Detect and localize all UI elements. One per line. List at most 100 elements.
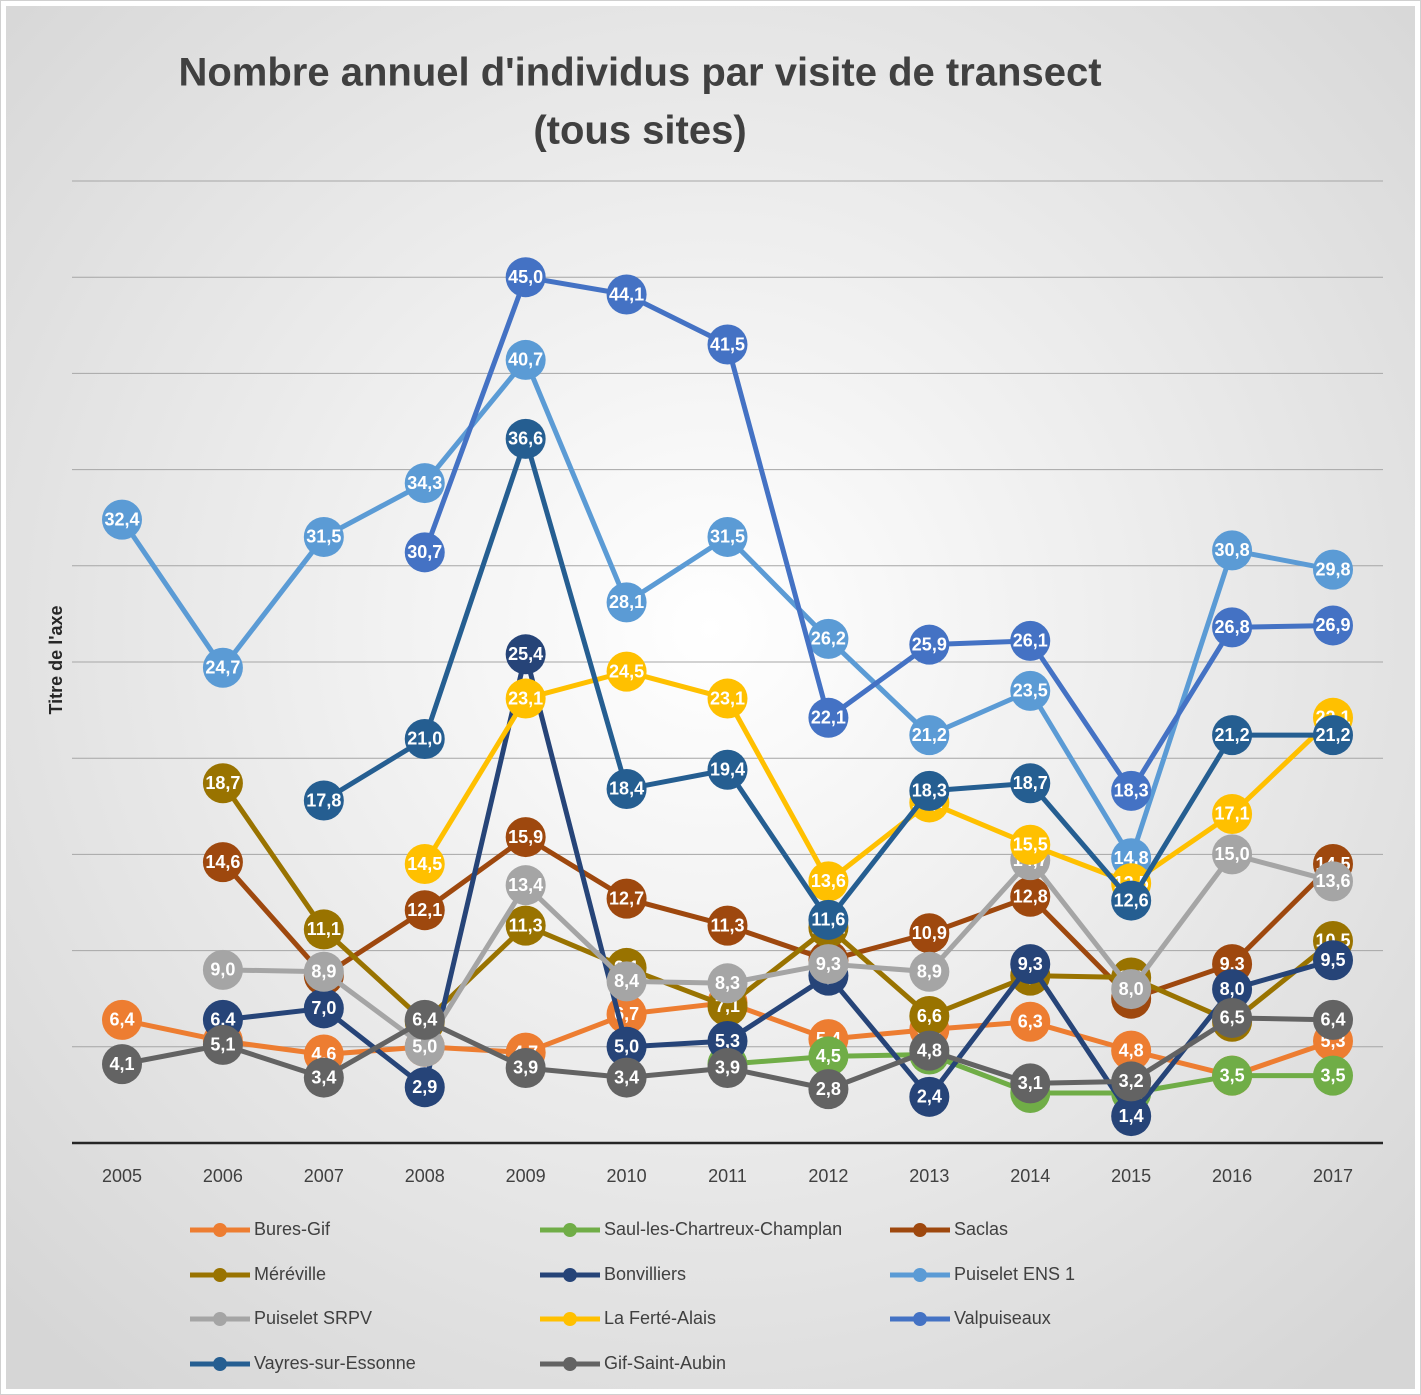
legend-label: Bonvilliers bbox=[604, 1264, 686, 1284]
value-label: 26,9 bbox=[1315, 615, 1350, 635]
marker bbox=[606, 274, 647, 315]
value-label: 15,0 bbox=[1215, 844, 1250, 864]
legend-label: Puiselet ENS 1 bbox=[954, 1264, 1075, 1284]
marker bbox=[1212, 715, 1253, 756]
legend-label: Saul-les-Chartreux-Champlan bbox=[604, 1219, 842, 1239]
value-label: 18,3 bbox=[912, 781, 947, 801]
value-label: 5,1 bbox=[210, 1035, 235, 1055]
value-label: 9,5 bbox=[1320, 950, 1345, 970]
x-tick-label: 2005 bbox=[102, 1166, 142, 1186]
value-label: 25,4 bbox=[508, 644, 543, 664]
x-tick-label: 2017 bbox=[1313, 1166, 1353, 1186]
value-label: 4,5 bbox=[816, 1046, 841, 1066]
marker bbox=[1111, 969, 1152, 1010]
marker bbox=[1111, 1096, 1152, 1137]
value-label: 24,5 bbox=[609, 661, 644, 681]
legend-label: Méréville bbox=[254, 1264, 326, 1284]
value-label: 5,3 bbox=[715, 1031, 740, 1051]
legend-marker bbox=[913, 1312, 927, 1326]
value-label: 23,1 bbox=[508, 688, 543, 708]
marker bbox=[606, 1057, 647, 1098]
value-label: 31,5 bbox=[710, 527, 745, 547]
value-label: 6,4 bbox=[210, 1010, 235, 1030]
series: 9,08,95,013,48,48,39,38,914,78,015,013,6 bbox=[202, 834, 1353, 1067]
marker bbox=[909, 715, 950, 756]
x-tick-label: 2007 bbox=[304, 1166, 344, 1186]
marker bbox=[404, 1067, 445, 1108]
marker bbox=[1313, 715, 1353, 756]
value-label: 2,9 bbox=[412, 1077, 437, 1097]
value-label: 6,4 bbox=[109, 1010, 134, 1030]
value-label: 12,8 bbox=[1013, 886, 1048, 906]
value-label: 3,9 bbox=[715, 1058, 740, 1078]
marker bbox=[102, 499, 142, 540]
marker bbox=[1010, 763, 1051, 804]
value-label: 4,1 bbox=[109, 1054, 134, 1074]
value-label: 23,1 bbox=[710, 688, 745, 708]
value-label: 23,5 bbox=[1013, 681, 1048, 701]
marker bbox=[102, 999, 142, 1040]
value-label: 8,0 bbox=[1119, 979, 1144, 999]
legend-label: Valpuiseaux bbox=[954, 1308, 1051, 1328]
marker bbox=[1313, 999, 1353, 1040]
value-label: 21,2 bbox=[1315, 725, 1350, 745]
value-label: 2,8 bbox=[816, 1079, 841, 1099]
marker bbox=[606, 878, 647, 919]
marker bbox=[1111, 880, 1152, 921]
value-label: 12,6 bbox=[1114, 890, 1149, 910]
value-label: 12,7 bbox=[609, 888, 644, 908]
series: 17,8 21,0 36,6 18,4 19,4 11,6 18,3 18,7 12,6 21,2… bbox=[303, 418, 1353, 940]
x-tick-label: 2006 bbox=[203, 1166, 243, 1186]
marker bbox=[303, 1057, 344, 1098]
x-tick-label: 2010 bbox=[607, 1166, 647, 1186]
marker bbox=[1313, 605, 1353, 646]
value-label: 41,5 bbox=[710, 334, 745, 354]
legend-label: La Ferté-Alais bbox=[604, 1308, 716, 1328]
legend-marker bbox=[213, 1268, 227, 1282]
x-tick-label: 2011 bbox=[708, 1166, 747, 1186]
value-label: 11,3 bbox=[710, 915, 744, 935]
marker bbox=[404, 532, 445, 573]
marker bbox=[505, 817, 546, 858]
marker bbox=[606, 1026, 647, 1067]
value-label: 10,9 bbox=[912, 923, 947, 943]
marker bbox=[505, 865, 546, 906]
marker bbox=[505, 257, 546, 298]
series-line bbox=[222, 851, 1334, 1050]
value-label: 17,8 bbox=[306, 790, 341, 810]
value-label: 15,9 bbox=[508, 827, 543, 847]
marker bbox=[1010, 1063, 1051, 1104]
value-label: 11,6 bbox=[811, 910, 845, 930]
marker bbox=[707, 516, 748, 557]
x-tick-label: 2009 bbox=[506, 1166, 546, 1186]
marker bbox=[1010, 876, 1051, 917]
marker bbox=[707, 963, 748, 1004]
marker bbox=[707, 324, 748, 365]
marker bbox=[202, 1024, 243, 1065]
value-label: 3,5 bbox=[1220, 1065, 1245, 1085]
value-label: 5,0 bbox=[614, 1037, 639, 1057]
marker bbox=[1212, 969, 1253, 1010]
legend-marker bbox=[563, 1268, 577, 1282]
value-label: 3,2 bbox=[1119, 1071, 1144, 1091]
legend-label: Bures-Gif bbox=[254, 1219, 331, 1239]
marker bbox=[505, 634, 546, 675]
marker bbox=[1212, 793, 1253, 834]
marker bbox=[505, 678, 546, 719]
marker bbox=[1212, 1055, 1253, 1096]
value-label: 17,1 bbox=[1215, 804, 1250, 824]
value-label: 8,9 bbox=[311, 962, 336, 982]
x-tick-label: 2014 bbox=[1010, 1166, 1050, 1186]
value-label: 9,0 bbox=[210, 960, 235, 980]
legend-marker bbox=[213, 1223, 227, 1237]
value-label: 22,1 bbox=[811, 708, 846, 728]
marker bbox=[404, 890, 445, 931]
marker bbox=[202, 763, 243, 804]
value-label: 15,5 bbox=[1013, 835, 1048, 855]
value-label: 14,6 bbox=[205, 852, 240, 872]
value-label: 13,6 bbox=[811, 871, 846, 891]
series: 4,1 5,1 3,4 6,4 3,9 3,4 3,9 2,8 4,8 3,1 3,2 6,5 6,4 bbox=[102, 997, 1353, 1110]
marker bbox=[1313, 940, 1353, 981]
x-tick-label: 2012 bbox=[808, 1166, 848, 1186]
marker bbox=[606, 582, 647, 623]
